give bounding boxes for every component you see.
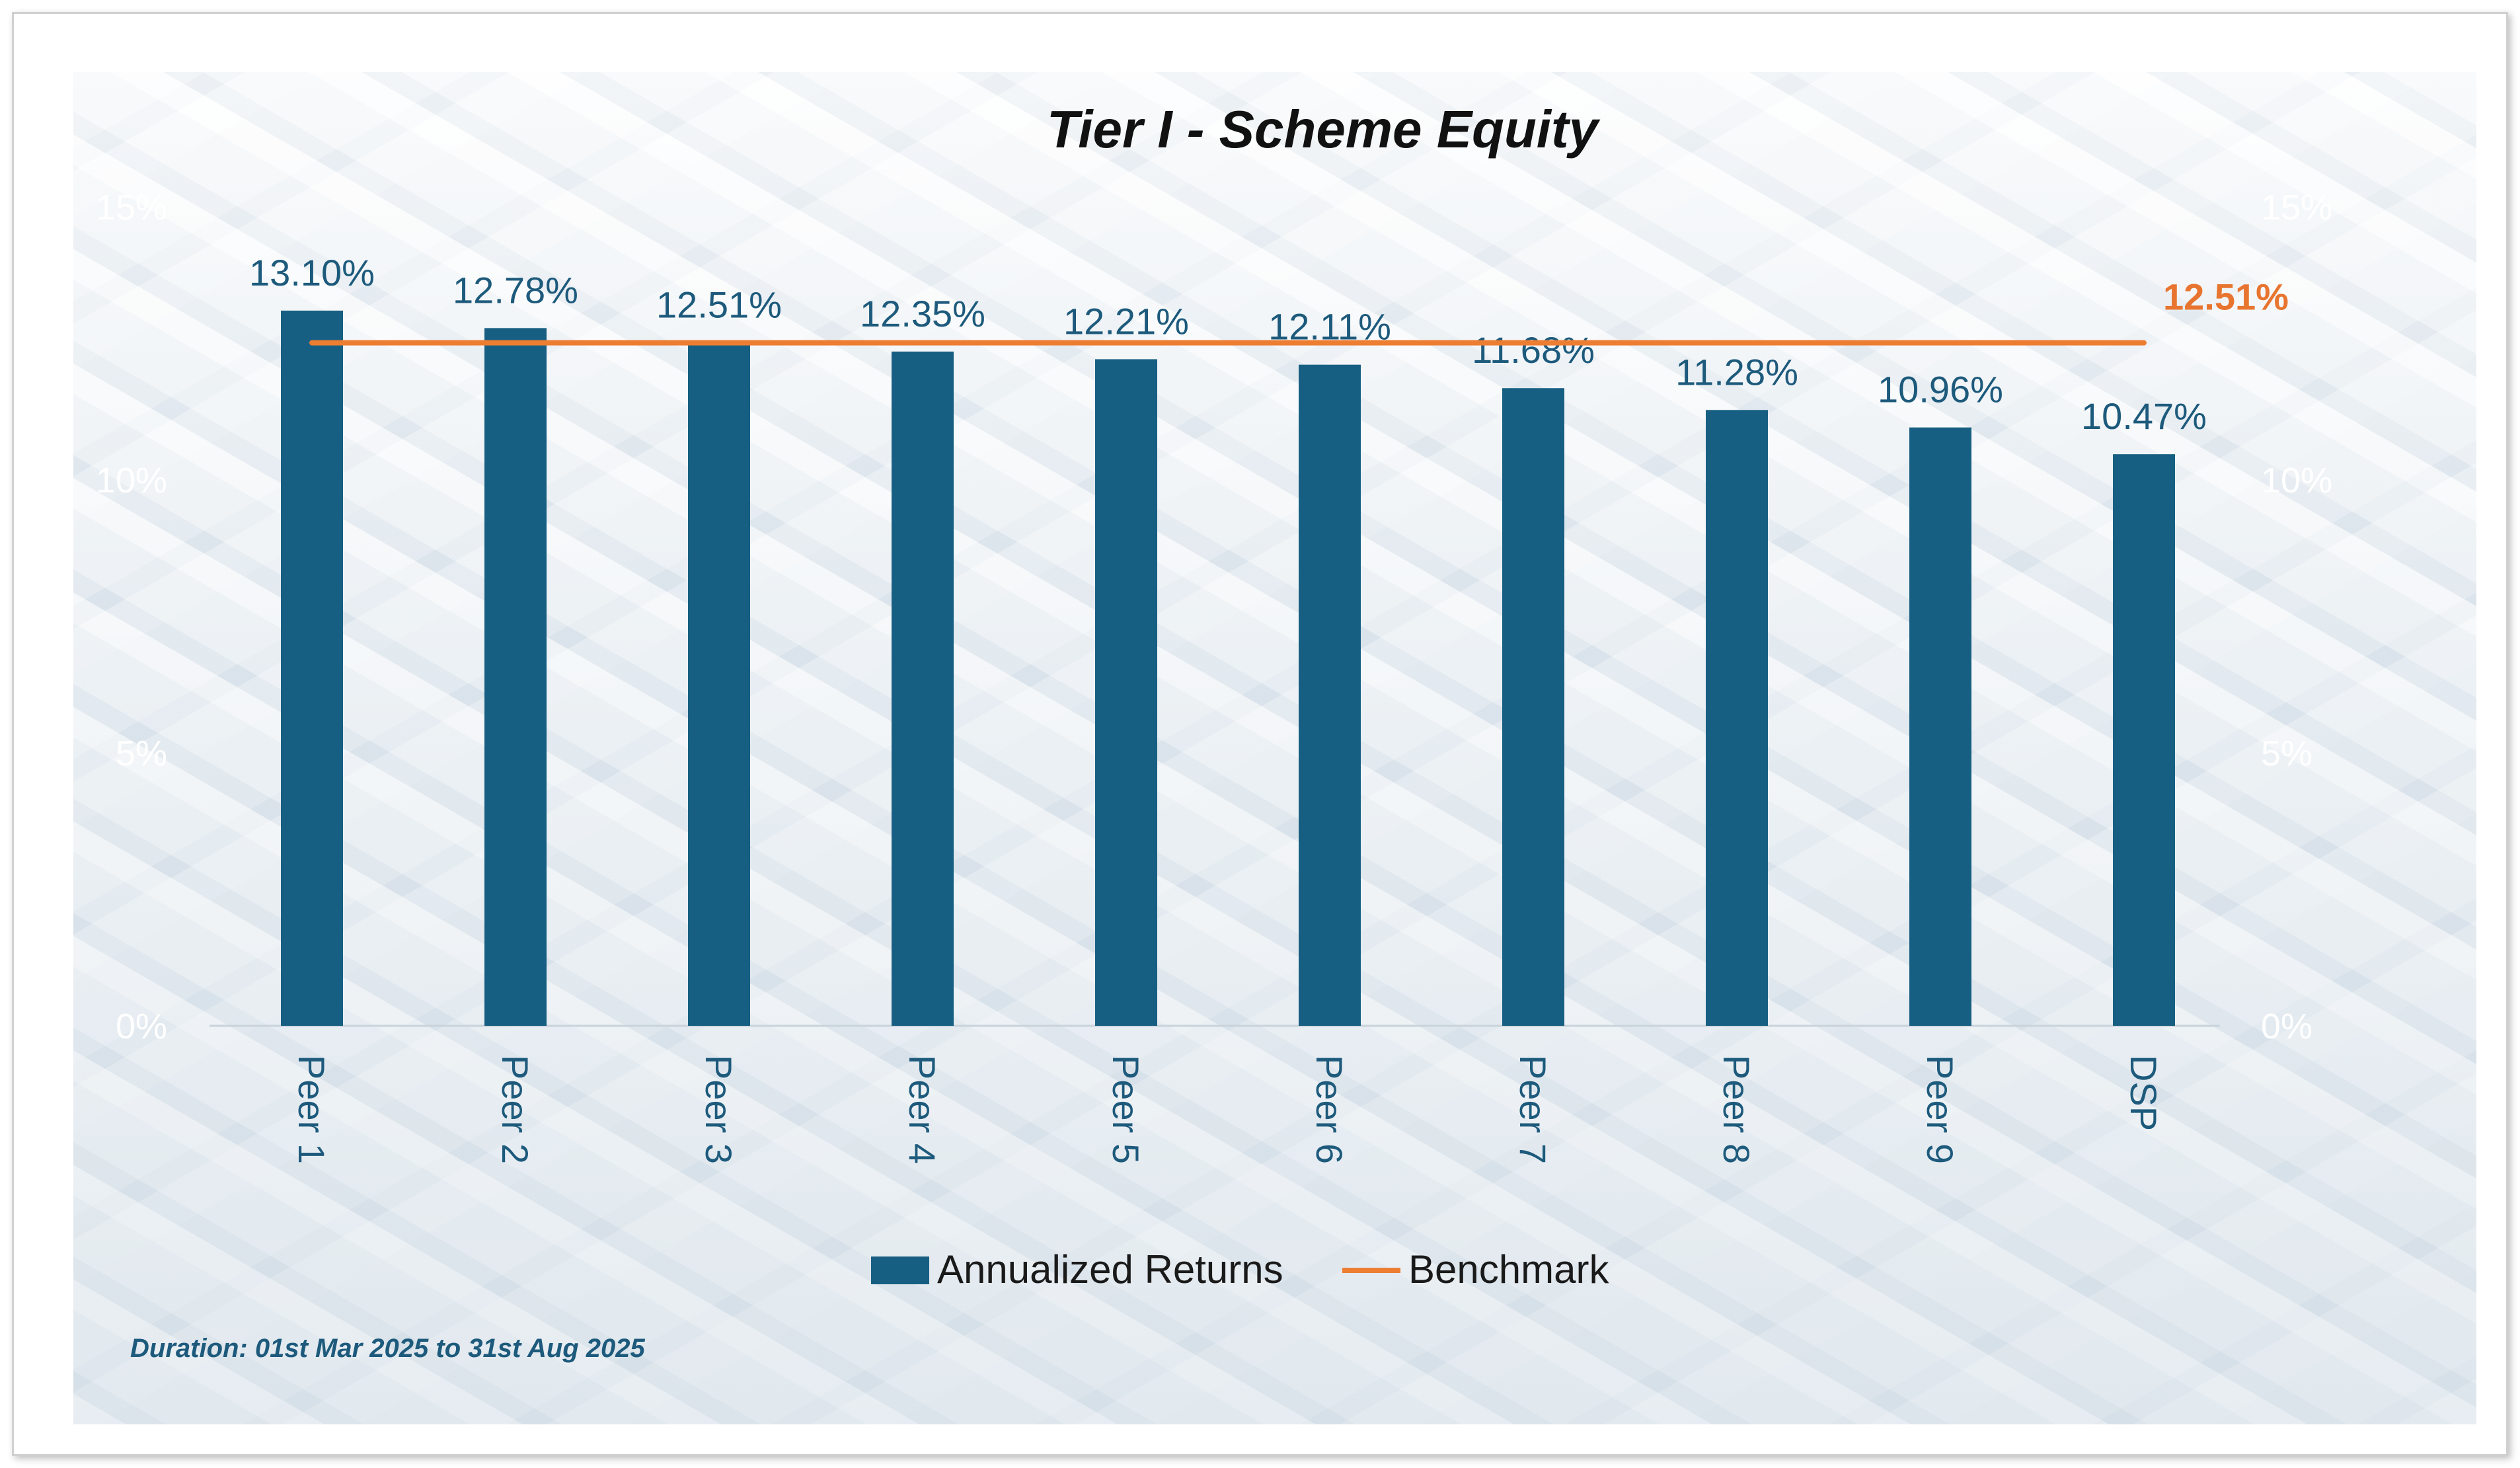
bar-value-label: 10.47%: [2081, 395, 2207, 437]
category-label: Peer 5: [1105, 1055, 1147, 1164]
bar-value-label: 12.35%: [860, 293, 985, 334]
chart-frame: Tier I - Scheme Equity 0% 5% 10% 15% 0% 5% 10…: [12, 12, 2508, 1456]
bar-value-label: 12.21%: [1063, 300, 1189, 342]
category-label: DSP: [2123, 1055, 2164, 1131]
bar: [1299, 364, 1361, 1026]
legend-label-benchmark: Benchmark: [1408, 1247, 1609, 1292]
bar: [892, 351, 954, 1026]
bar: [484, 328, 547, 1026]
y-axis-left: 0% 5% 10% 15%: [96, 188, 167, 1046]
y-tick-left: 0%: [116, 1007, 167, 1046]
benchmark-value-label: 12.51%: [2163, 276, 2289, 318]
bar: [1095, 359, 1157, 1026]
category-label: Peer 7: [1512, 1055, 1554, 1164]
category-label: Peer 8: [1716, 1055, 1757, 1164]
chart-title: Tier I - Scheme Equity: [1047, 100, 1601, 159]
y-tick-right: 15%: [2261, 188, 2332, 227]
chart-svg: Tier I - Scheme Equity 0% 5% 10% 15% 0% 5% 10…: [96, 100, 2332, 1363]
bar-value-label: 10.96%: [1878, 369, 2003, 410]
bar: [1502, 388, 1564, 1026]
bar-value-label: 12.51%: [656, 284, 782, 326]
bar-value-label: 13.10%: [249, 252, 375, 293]
bar: [1706, 410, 1768, 1026]
y-tick-left: 15%: [96, 188, 167, 227]
bar: [1909, 427, 1971, 1026]
chart-background: [73, 72, 2476, 1424]
category-label: Peer 9: [1919, 1055, 1961, 1164]
category-label: Peer 1: [291, 1055, 332, 1164]
category-labels: Peer 1 Peer 2 Peer 3 Peer 4 Peer 5 Peer 6 Peer…: [291, 1055, 2164, 1164]
benchmark-series: 12.51%: [309, 276, 2289, 346]
bar-value-labels: 13.10% 12.78% 12.51% 12.35% 12.21% 12.11%11.6…: [249, 252, 2207, 437]
category-label: Peer 6: [1309, 1055, 1350, 1164]
bar-value-label: 11.68%: [1472, 329, 1595, 371]
legend: Annualized Returns Benchmark: [871, 1247, 1609, 1292]
y-tick-left: 10%: [96, 461, 167, 500]
bar: [688, 342, 750, 1026]
category-label: Peer 2: [494, 1055, 536, 1164]
legend-swatch-annualized-returns: [871, 1256, 929, 1284]
bar-series: [281, 310, 2175, 1026]
duration-footnote: Duration: 01st Mar 2025 to 31st Aug 2025: [130, 1334, 646, 1363]
y-tick-right: 10%: [2261, 461, 2332, 500]
y-axis-right: 0% 5% 10% 15%: [2261, 188, 2332, 1046]
y-tick-left: 5%: [116, 734, 167, 773]
bar: [281, 310, 343, 1026]
bar-value-label: 11.28%: [1675, 351, 1798, 393]
y-tick-right: 5%: [2261, 734, 2312, 773]
category-label: Peer 3: [698, 1055, 740, 1164]
bar: [2113, 454, 2175, 1026]
bar-value-label: 12.78%: [453, 269, 578, 311]
legend-label-annualized-returns: Annualized Returns: [937, 1247, 1283, 1292]
y-tick-right: 0%: [2261, 1007, 2312, 1046]
category-label: Peer 4: [901, 1055, 943, 1164]
